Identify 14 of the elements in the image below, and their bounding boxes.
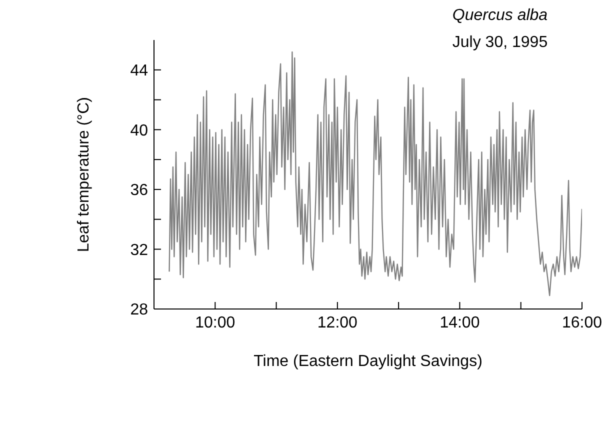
x-tick-label: 12:00 (317, 314, 358, 332)
x-tick-label: 16:00 (562, 314, 602, 332)
chart-subtitle: July 30, 1995 (452, 34, 548, 51)
line-series (168, 51, 582, 296)
y-tick-label: 28 (130, 302, 148, 319)
x-axis-title: Time (Eastern Daylight Savings) (254, 353, 482, 370)
x-tick-label: 10:00 (195, 314, 236, 332)
y-tick-label: 32 (130, 242, 148, 259)
y-tick-label: 40 (130, 122, 148, 140)
chart-title: Quercus alba (452, 7, 548, 24)
x-tick-label: 14:00 (440, 314, 480, 332)
y-tick-label: 36 (130, 182, 148, 200)
y-tick-label: 44 (130, 62, 148, 80)
y-axis-title: Leaf temperature (°C) (76, 97, 93, 252)
